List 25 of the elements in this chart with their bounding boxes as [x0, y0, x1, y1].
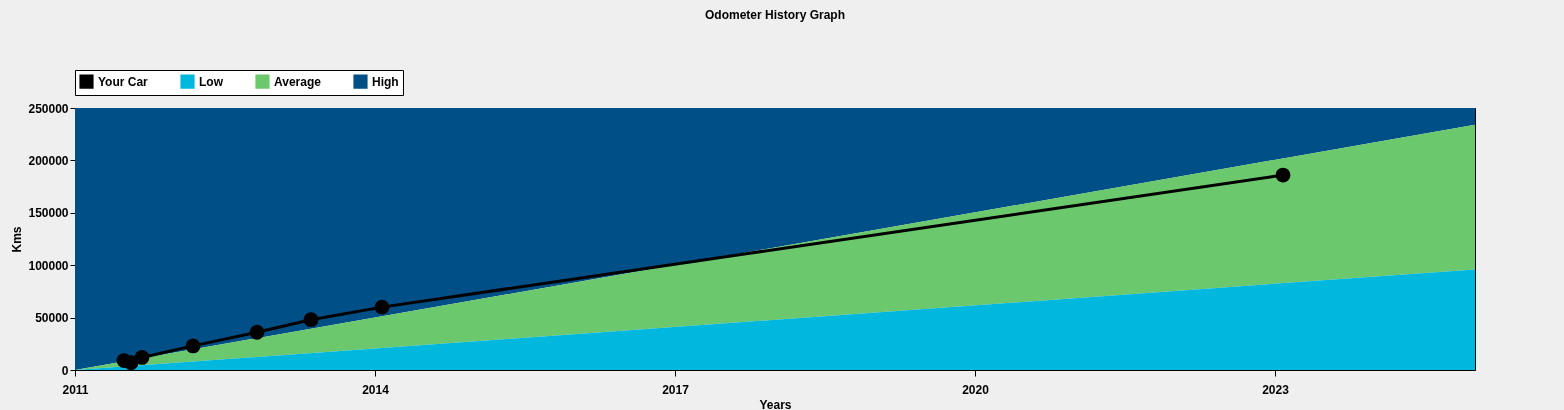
point [374, 299, 390, 315]
y-tick-label: 100000 [28, 258, 69, 273]
y-tick-label: 150000 [28, 206, 69, 221]
point [1275, 167, 1291, 183]
y-tick-label: 50000 [35, 311, 69, 326]
x-tick-label: 2017 [662, 382, 690, 397]
y-tick-label: 250000 [28, 101, 69, 116]
x-tick-label: 2020 [962, 382, 990, 397]
x-tick-label: 2011 [62, 382, 89, 397]
point [303, 312, 319, 328]
point [185, 338, 201, 354]
legend-label: Low [199, 74, 224, 89]
legend-label: High [372, 74, 399, 89]
point [123, 355, 139, 371]
y-axis-title: Kms [10, 226, 25, 253]
chart-title: Odometer History Graph [704, 7, 846, 22]
y-tick-label: 0 [61, 363, 69, 378]
legend-label: Your Car [98, 74, 149, 89]
point [134, 350, 150, 365]
x-axis-title: Years [759, 397, 792, 410]
legend-label: Average [274, 74, 322, 89]
point [249, 324, 265, 340]
x-tick-label: 2023 [1262, 382, 1290, 397]
y-tick-label: 200000 [28, 153, 69, 168]
x-tick-label: 2014 [362, 382, 390, 397]
